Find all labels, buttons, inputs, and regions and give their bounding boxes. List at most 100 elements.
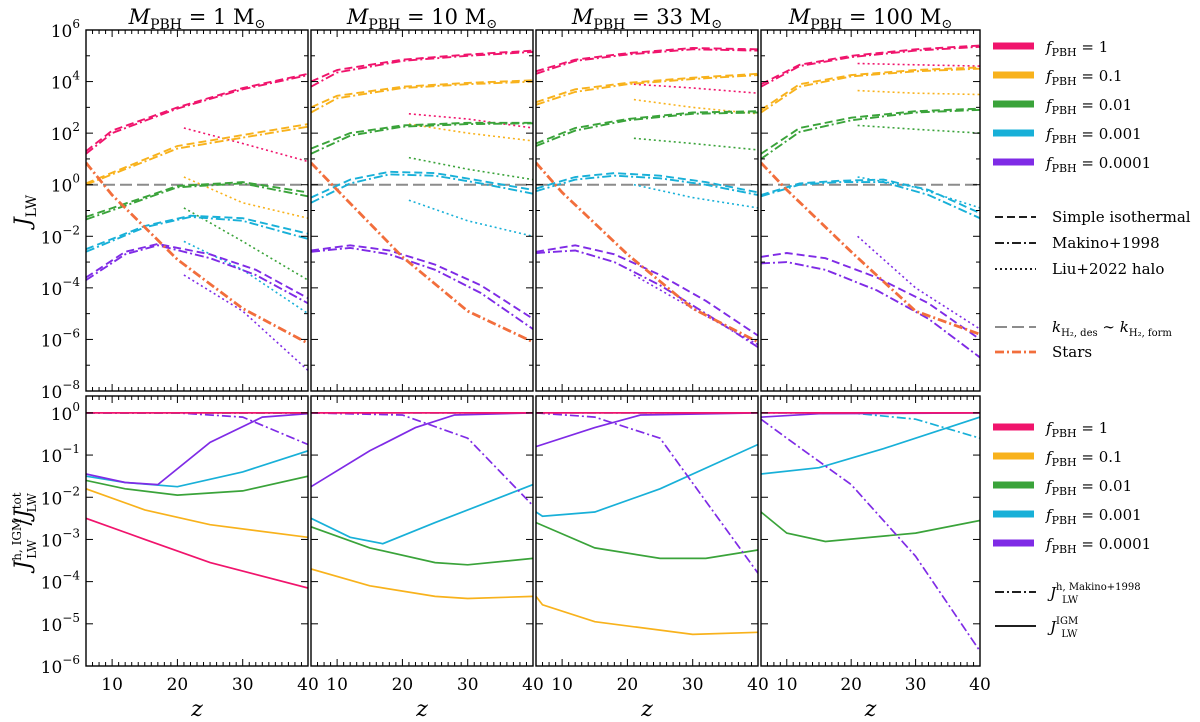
igm-line-f0.001 <box>536 443 758 518</box>
makino-line-f0.0001 <box>311 246 533 330</box>
x-tick-label: 10 <box>101 675 123 695</box>
bottom-legend-item-f1: fPBH = 1 <box>993 419 1108 440</box>
bottom-y-axis-label: Jh, IGMLW/JtotLW <box>10 492 39 573</box>
top-legend-item-f0.1: fPBH = 0.1 <box>993 67 1123 88</box>
y-tick-label: 10−4 <box>41 275 81 300</box>
x-tick-label: 40 <box>297 675 319 695</box>
isothermal-line-f0.01 <box>761 107 980 155</box>
legend-label: fPBH = 0.1 <box>1045 448 1123 469</box>
makino-line-f0.001 <box>311 173 533 204</box>
makino-line-f0.1 <box>761 67 980 114</box>
legend-label: kH₂, des ∼ kH₂, form <box>1052 318 1172 339</box>
legend-label: fPBH = 1 <box>1045 38 1108 59</box>
x-tick-label: 30 <box>232 675 254 695</box>
legend-style-dotted: Liu+2022 halo <box>995 260 1164 278</box>
halo-line-f0.0001 <box>86 412 308 446</box>
y-tick-label: 104 <box>51 69 81 94</box>
makino-line-f1 <box>761 45 980 88</box>
legend-label: Stars <box>1052 343 1092 361</box>
legend-label: fPBH = 0.001 <box>1045 506 1142 527</box>
liu-halo-line-f1 <box>633 83 758 94</box>
x-tick-label: 40 <box>522 675 544 695</box>
makino-line-f0.01 <box>86 182 308 221</box>
isothermal-line-f0.001 <box>536 172 758 194</box>
bottom-frame <box>760 395 981 667</box>
panel-title: MPBH = 33 M⊙ <box>571 5 722 33</box>
liu-halo-line-f0.01 <box>857 124 980 134</box>
legend-label: Liu+2022 halo <box>1052 260 1164 278</box>
igm-line-f0.01 <box>311 525 533 566</box>
halo-line-f0.001 <box>761 412 980 440</box>
panel-title: MPBH = 100 M⊙ <box>788 5 953 33</box>
igm-line-f0.001 <box>311 483 533 545</box>
igm-line-f0.1 <box>311 568 533 600</box>
makino-line-f1 <box>536 48 758 75</box>
isothermal-line-f0.001 <box>311 170 533 199</box>
igm-line-f0.01 <box>536 521 758 560</box>
bottom-panel-4 <box>761 411 980 652</box>
makino-line-f0.0001 <box>86 244 308 305</box>
legend-halo: Jh, Makino+1998 LW <box>995 582 1141 606</box>
igm-line-f0.1 <box>86 487 308 539</box>
y-tick-label: 10−1 <box>41 442 80 467</box>
liu-halo-line-f0.001 <box>408 199 533 238</box>
igm-line-f0.0001 <box>536 412 758 448</box>
liu-halo-line-f0.001 <box>183 240 308 315</box>
panel-title: MPBH = 10 M⊙ <box>346 5 497 33</box>
halo-line-f0.0001 <box>761 418 980 652</box>
x-tick-label: 10 <box>776 675 798 695</box>
top-frame <box>310 29 534 392</box>
liu-halo-line-f0.0001 <box>183 274 308 371</box>
x-tick-label: 40 <box>747 675 769 695</box>
x-tick-label: 20 <box>617 675 639 695</box>
x-tick-label: 10 <box>326 675 348 695</box>
bottom-legend-item-f0.001: fPBH = 0.001 <box>993 506 1142 527</box>
legend-igm: JIGM LW <box>995 616 1078 640</box>
isothermal-line-f0.01 <box>86 181 308 218</box>
y-tick-label: 10−6 <box>41 326 80 351</box>
makino-line-f1 <box>86 74 308 155</box>
isothermal-line-f0.1 <box>86 123 308 185</box>
isothermal-line-f0.0001 <box>761 252 980 341</box>
legend-label: fPBH = 0.001 <box>1045 125 1142 146</box>
igm-line-f0.01 <box>86 475 308 496</box>
y-tick-label: 106 <box>51 17 80 42</box>
panels-layer: 10 20 30 40 z MPBH = 1 M⊙ 10 20 30 40 z MPBH = 10 M… <box>10 5 991 722</box>
makino-line-f0.01 <box>761 108 980 160</box>
isothermal-line-f0.01 <box>536 110 758 145</box>
isothermal-line-f0.0001 <box>536 244 758 337</box>
makino-line-f1 <box>311 50 533 88</box>
bottom-panel-1 <box>86 411 308 589</box>
isothermal-line-f0.1 <box>536 72 758 104</box>
stars-line <box>311 161 533 344</box>
legend-label: Simple isothermal <box>1052 208 1191 226</box>
makino-line-f0.001 <box>536 174 758 196</box>
legend-layer: fPBH = 1 fPBH = 0.1 fPBH = 0.01 fPBH = 0.00… <box>993 38 1191 640</box>
top-legend-item-f1: fPBH = 1 <box>993 38 1108 59</box>
liu-halo-line-f1 <box>183 127 308 163</box>
top-panel-4 <box>761 44 980 359</box>
stars-line <box>761 161 980 336</box>
top-legend-item-f0.001: fPBH = 0.001 <box>993 125 1142 146</box>
legend-reference: kH₂, des ∼ kH₂, form <box>995 318 1172 339</box>
halo-line-f0.0001 <box>311 412 533 507</box>
legend-label: fPBH = 0.1 <box>1045 67 1123 88</box>
igm-line-f0.0001 <box>86 412 308 486</box>
top-frame <box>760 29 981 392</box>
igm-line-f1 <box>86 517 308 589</box>
igm-line-f0.01 <box>761 511 980 543</box>
y-tick-label: 10−4 <box>41 569 81 594</box>
y-tick-label: 100 <box>51 172 80 197</box>
x-tick-label: 20 <box>840 675 862 695</box>
legend-style-dashdot: Makino+1998 <box>995 234 1160 252</box>
x-tick-label: 30 <box>457 675 479 695</box>
y-tick-label: 102 <box>51 120 80 145</box>
liu-halo-line-f1 <box>857 62 980 67</box>
makino-line-f0.001 <box>761 181 980 220</box>
isothermal-line-f1 <box>86 72 308 152</box>
bottom-panel-3 <box>536 411 758 636</box>
isothermal-line-f0.1 <box>311 79 533 109</box>
legend-label: fPBH = 0.0001 <box>1045 154 1151 175</box>
x-tick-label: 20 <box>392 675 414 695</box>
isothermal-line-f0.001 <box>761 178 980 214</box>
